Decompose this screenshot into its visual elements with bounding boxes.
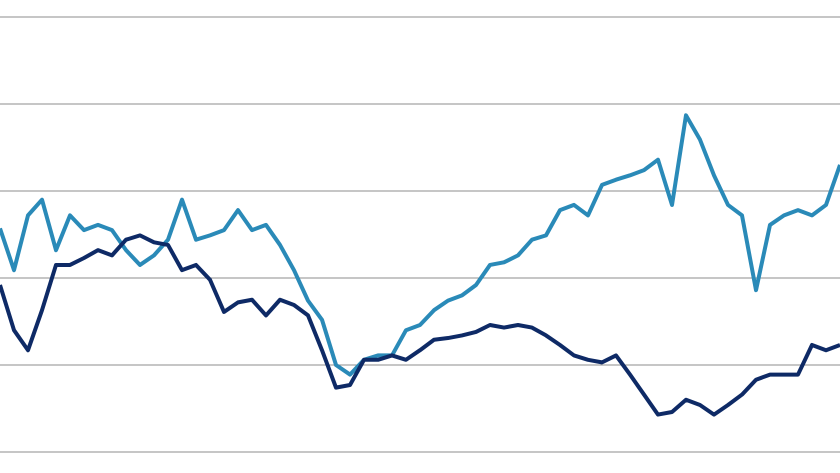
data-line [0,233,840,417]
data-line [0,113,840,377]
